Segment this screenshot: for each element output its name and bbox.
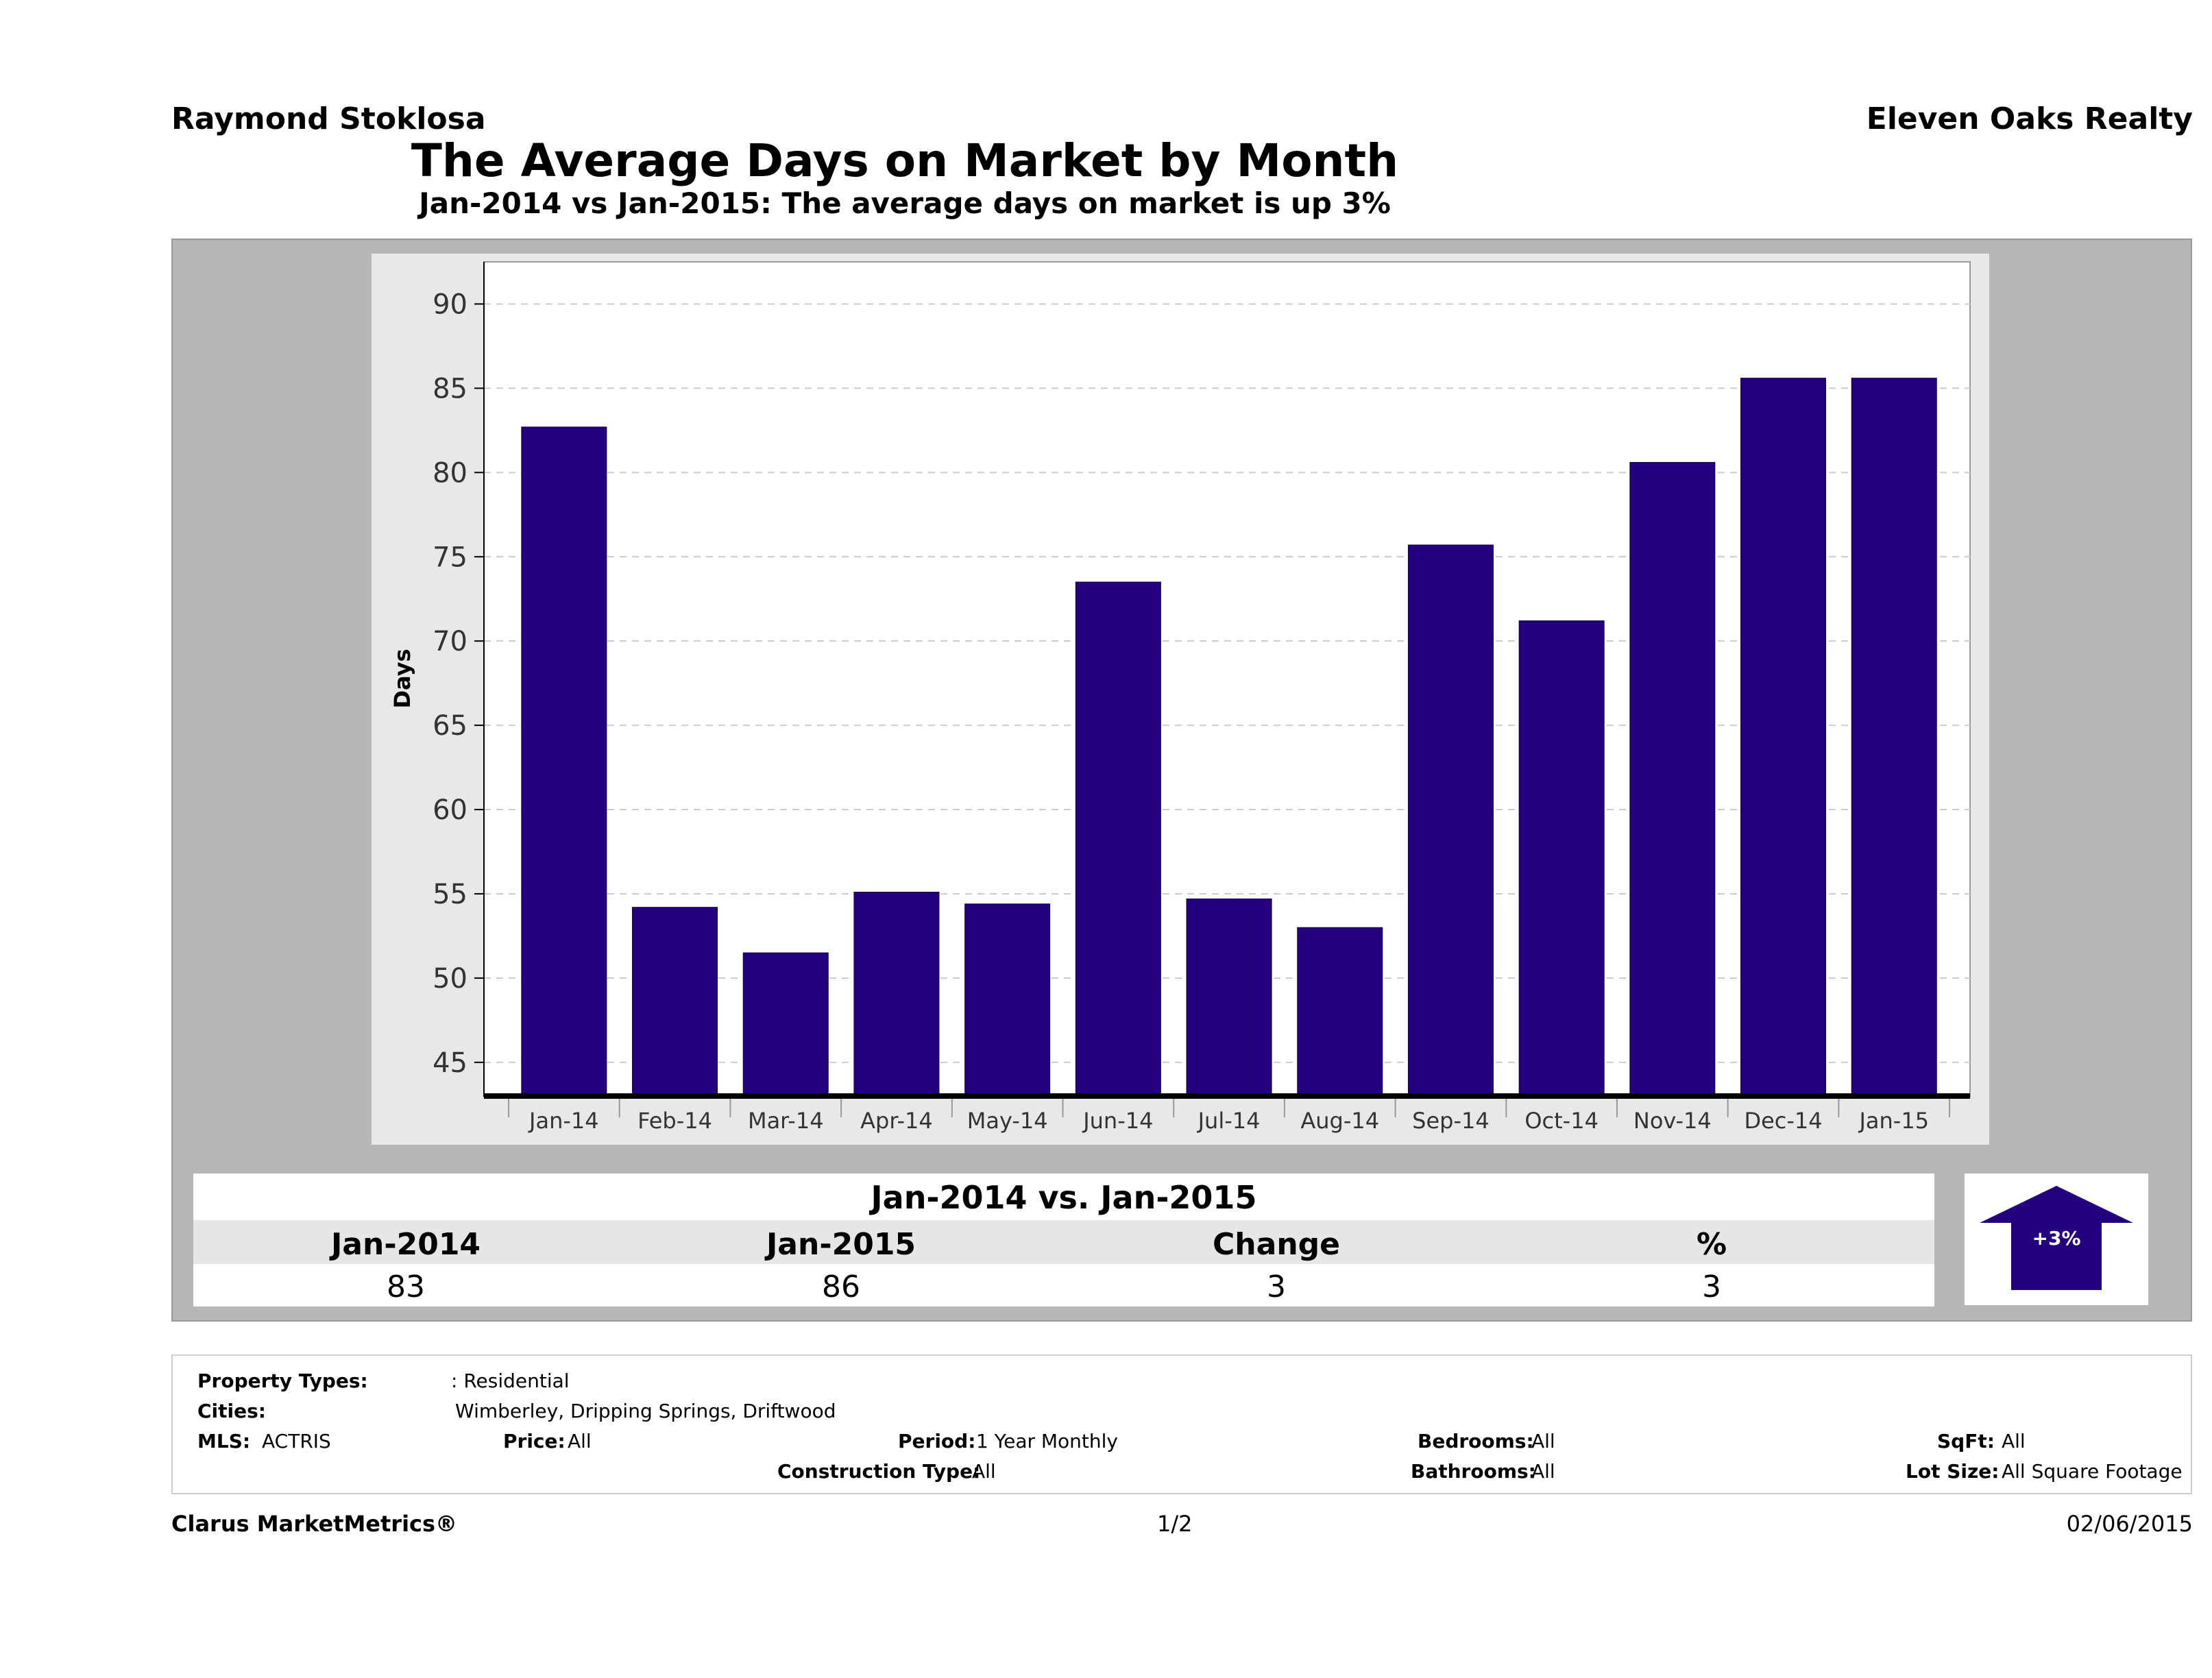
page-number: 1/2 — [1157, 1511, 1193, 1537]
x-tick-label-nov-14: Nov-14 — [1633, 1108, 1712, 1134]
report-date: 02/06/2015 — [2066, 1511, 2193, 1537]
x-axis-ticks: Jan-14 Feb-14 Mar-14 Apr-14 May-14 Jun-14 Jul-… — [508, 1099, 1951, 1134]
bar-oct-14 — [1518, 620, 1605, 1097]
price-label: Price: — [503, 1430, 566, 1452]
bar-nov-14 — [1629, 462, 1716, 1097]
property-types-label: Property Types: — [197, 1370, 368, 1392]
page-subtitle: Jan-2014 vs Jan-2015: The average days o… — [419, 186, 1391, 220]
summary-value-jan-2015: 86 — [822, 1269, 860, 1304]
change-badge: +3% — [2032, 1227, 2081, 1250]
summary-header-percent: % — [1696, 1227, 1727, 1262]
x-tick-label-mar-14: Mar-14 — [748, 1108, 824, 1134]
x-tick-label-jan-15: Jan-15 — [1858, 1108, 1929, 1134]
y-axis-ticks: 45 50 55 60 65 70 75 80 85 90 — [433, 289, 484, 1079]
sqft-value: All — [2002, 1430, 2026, 1452]
bar-sep-14 — [1407, 544, 1494, 1097]
bar-jun-14 — [1075, 581, 1161, 1097]
period-label: Period: — [898, 1430, 976, 1452]
summary-value-jan-2014: 83 — [387, 1269, 425, 1304]
bar-aug-14 — [1297, 927, 1383, 1097]
summary-header-jan-2014: Jan-2014 — [330, 1227, 481, 1262]
bars — [521, 378, 1937, 1097]
mls-value: ACTRIS — [262, 1430, 331, 1452]
y-tick-label-65: 65 — [433, 710, 467, 742]
x-tick-label-jan-14: Jan-14 — [528, 1108, 599, 1134]
up-arrow-icon — [1980, 1186, 2133, 1290]
cities-value: Wimberley, Dripping Springs, Driftwood — [455, 1400, 836, 1422]
summary-header-change: Change — [1213, 1227, 1340, 1262]
x-axis-line — [484, 1093, 1970, 1099]
mls-label: MLS: — [197, 1430, 251, 1452]
x-tick-label-sep-14: Sep-14 — [1412, 1108, 1490, 1134]
x-tick-label-jun-14: Jun-14 — [1082, 1108, 1153, 1134]
summary-table: Jan-2014 vs. Jan-2015 Jan-2014 Jan-2015 … — [193, 1174, 1934, 1306]
page-title: The Average Days on Market by Month — [411, 134, 1399, 187]
bar-mar-14 — [742, 952, 829, 1097]
y-tick-label-70: 70 — [433, 626, 467, 657]
grid-lines — [484, 303, 1970, 1063]
bar-jan-14 — [521, 426, 607, 1097]
y-tick-label-90: 90 — [433, 289, 467, 320]
summary-header-row: Jan-2014 Jan-2015 Change % — [193, 1220, 1934, 1264]
x-tick-label-apr-14: Apr-14 — [860, 1108, 933, 1134]
agent-name: Raymond Stoklosa — [171, 101, 486, 136]
x-tick-label-aug-14: Aug-14 — [1300, 1108, 1379, 1134]
summary-title-row: Jan-2014 vs. Jan-2015 — [193, 1174, 1934, 1220]
lot-size-value: All Square Footage — [2002, 1460, 2183, 1483]
x-tick-label-may-14: May-14 — [967, 1108, 1048, 1134]
y-tick-label-45: 45 — [433, 1047, 467, 1079]
y-axis-label: Days — [389, 648, 415, 708]
summary-value-change: 3 — [1267, 1269, 1286, 1304]
summary-header-jan-2015: Jan-2015 — [766, 1227, 916, 1262]
y-tick-label-85: 85 — [433, 373, 467, 404]
summary-value-percent: 3 — [1702, 1269, 1721, 1304]
search-criteria: Property Types: : Residential Cities: Wi… — [171, 1354, 2192, 1494]
bar-jan-15 — [1851, 378, 1937, 1097]
bar-jul-14 — [1186, 898, 1272, 1097]
bar-apr-14 — [853, 892, 940, 1097]
construction-type-value: All — [972, 1460, 996, 1483]
y-tick-label-60: 60 — [433, 794, 467, 826]
bar-dec-14 — [1740, 378, 1827, 1097]
summary-title: Jan-2014 vs. Jan-2015 — [871, 1179, 1257, 1216]
construction-type-label: Construction Type: — [777, 1460, 981, 1483]
bedrooms-label: Bedrooms: — [1418, 1430, 1534, 1452]
bar-may-14 — [964, 903, 1051, 1097]
change-indicator: +3% — [1965, 1174, 2148, 1305]
y-tick-label-50: 50 — [433, 963, 467, 995]
footer-brand: Clarus MarketMetrics® — [171, 1511, 458, 1537]
x-tick-label-feb-14: Feb-14 — [637, 1108, 712, 1134]
lot-size-label: Lot Size: — [1906, 1460, 2000, 1483]
price-value: All — [568, 1430, 592, 1452]
bathrooms-value: All — [1531, 1460, 1555, 1483]
property-types-value: : Residential — [451, 1370, 570, 1392]
bathrooms-label: Bathrooms: — [1411, 1460, 1536, 1483]
bar-chart: 45 50 55 60 65 70 75 80 85 90 Jan-14 Feb-14 Mar-14 A… — [389, 261, 1971, 1134]
summary-value-row: 83 86 3 3 — [193, 1264, 1934, 1306]
x-tick-label-dec-14: Dec-14 — [1744, 1108, 1822, 1134]
bar-feb-14 — [632, 907, 718, 1097]
sqft-label: SqFt: — [1937, 1430, 1995, 1452]
y-tick-label-55: 55 — [433, 879, 467, 910]
bedrooms-value: All — [1531, 1430, 1555, 1452]
company-name: Eleven Oaks Realty — [1866, 101, 2193, 136]
y-tick-label-80: 80 — [433, 457, 467, 489]
x-tick-label-jul-14: Jul-14 — [1197, 1108, 1261, 1134]
y-tick-label-75: 75 — [433, 542, 467, 573]
x-tick-label-oct-14: Oct-14 — [1524, 1108, 1599, 1134]
cities-label: Cities: — [197, 1400, 266, 1422]
period-value: 1 Year Monthly — [976, 1430, 1119, 1452]
